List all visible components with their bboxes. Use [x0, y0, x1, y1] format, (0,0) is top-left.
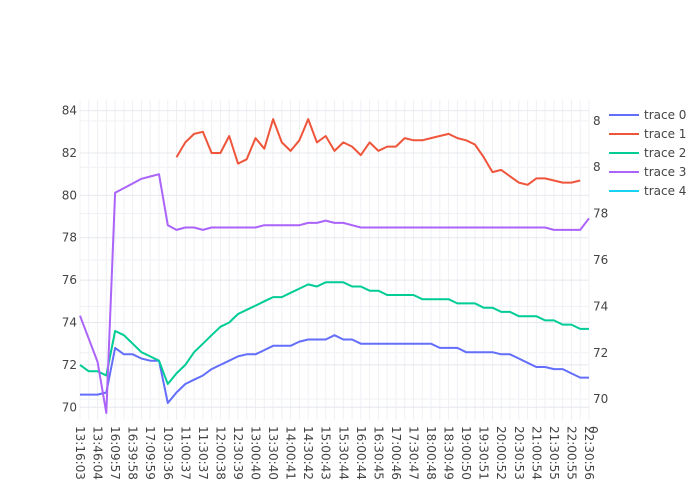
legend-label: trace 2	[644, 146, 686, 160]
y-right-tick-label: 78	[593, 207, 608, 221]
x-tick-label: 13:46:04	[91, 426, 105, 480]
x-tick-label: 11:30:37	[196, 426, 210, 480]
y-tick-label: 78	[62, 231, 77, 245]
series-line-trace-2	[79, 281, 589, 385]
x-tick-label: 12:00:38	[213, 426, 227, 480]
legend-item[interactable]: trace 2	[609, 146, 686, 160]
x-tick-label: 19:30:51	[477, 426, 491, 480]
x-tick-label: 13:16:03	[73, 426, 87, 480]
series-line-trace-1	[175, 118, 581, 186]
legend[interactable]: trace 0 trace 1 trace 2 trace 3 trace 4	[600, 100, 700, 200]
x-tick-label: 16:30:45	[371, 426, 385, 480]
y-axis-left: 70 72 74 76 78 80 82 84	[62, 104, 77, 415]
x-tick-label: 16:09:57	[108, 426, 122, 480]
x-tick-label: 16:39:58	[126, 426, 140, 480]
legend-item[interactable]: trace 0	[609, 108, 686, 122]
y-tick-label: 76	[62, 273, 77, 287]
x-tick-label: 14:00:41	[284, 426, 298, 480]
x-tick-label: 14:30:42	[301, 426, 315, 480]
y-tick-label: 82	[62, 146, 77, 160]
y-right-tick-label: 72	[593, 346, 608, 360]
y-right-tick-label: 70	[593, 392, 608, 406]
x-tick-label: 22:30:56	[582, 426, 596, 480]
series-line-trace-3	[79, 173, 590, 414]
legend-label: trace 3	[644, 165, 686, 179]
x-tick-label: 19:00:50	[459, 426, 473, 480]
legend-item[interactable]: trace 1	[609, 127, 686, 141]
x-tick-label: 20:00:52	[494, 426, 508, 480]
legend-item[interactable]: trace 4	[609, 184, 686, 198]
series-lines	[79, 118, 590, 414]
legend-label: trace 4	[644, 184, 686, 198]
x-tick-label: 15:30:44	[336, 426, 350, 480]
legend-item[interactable]: trace 3	[609, 165, 686, 179]
y-tick-label: 80	[62, 188, 77, 202]
legend-label: trace 1	[644, 127, 686, 141]
x-tick-label: 21:00:54	[529, 426, 543, 480]
x-tick-label: 10:30:36	[161, 426, 175, 480]
y-right-tick-label: 76	[593, 253, 608, 267]
x-tick-label: 11:00:37	[178, 426, 192, 480]
x-tick-label: 13:00:40	[249, 426, 263, 480]
x-tick-label: 21:30:55	[547, 426, 561, 480]
y-tick-label: 72	[62, 358, 77, 372]
grid	[79, 100, 590, 420]
x-tick-label: 17:09:59	[143, 426, 157, 480]
x-tick-label: 16:00:44	[354, 426, 368, 480]
series-line-trace-0	[80, 334, 589, 404]
y-tick-label: 70	[62, 400, 77, 414]
x-tick-label: 13:30:40	[266, 426, 280, 480]
x-axis: 13:16:03 13:46:04 16:09:57 16:39:58 17:09:59…	[73, 426, 600, 480]
legend-background	[600, 100, 700, 200]
y-tick-label: 74	[62, 316, 77, 330]
x-tick-label: 20:30:53	[512, 426, 526, 480]
x-tick-label: 22:00:55	[564, 426, 578, 480]
y-tick-label: 84	[62, 104, 77, 118]
x-tick-label: 17:00:46	[389, 426, 403, 480]
x-tick-label-extra: 0	[586, 426, 600, 434]
x-tick-label: 15:00:43	[319, 426, 333, 480]
legend-label: trace 0	[644, 108, 686, 122]
x-tick-label: 12:30:39	[231, 426, 245, 480]
x-tick-label: 17:30:47	[406, 426, 420, 480]
x-tick-label: 18:30:49	[442, 426, 456, 480]
y-right-tick-label: 74	[593, 299, 608, 313]
x-tick-label: 18:00:48	[424, 426, 438, 480]
